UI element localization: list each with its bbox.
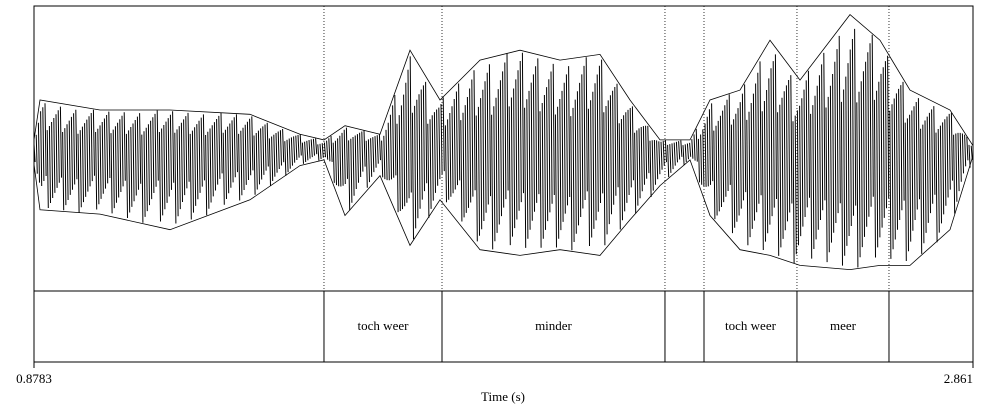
waveform-envelope (33, 14, 974, 146)
tier-frame (33, 290, 974, 363)
waveform-strokes (33, 28, 973, 268)
interval-label: minder (535, 318, 572, 333)
interval-label: meer (830, 318, 857, 333)
interval-label: toch weer (725, 318, 777, 333)
waveform-envelope (33, 155, 974, 271)
x-axis-label: Time (s) (481, 389, 525, 404)
interval-label: toch weer (358, 318, 410, 333)
x-tick-label: 2.861 (944, 371, 973, 386)
x-tick-label: 0.8783 (16, 371, 52, 386)
